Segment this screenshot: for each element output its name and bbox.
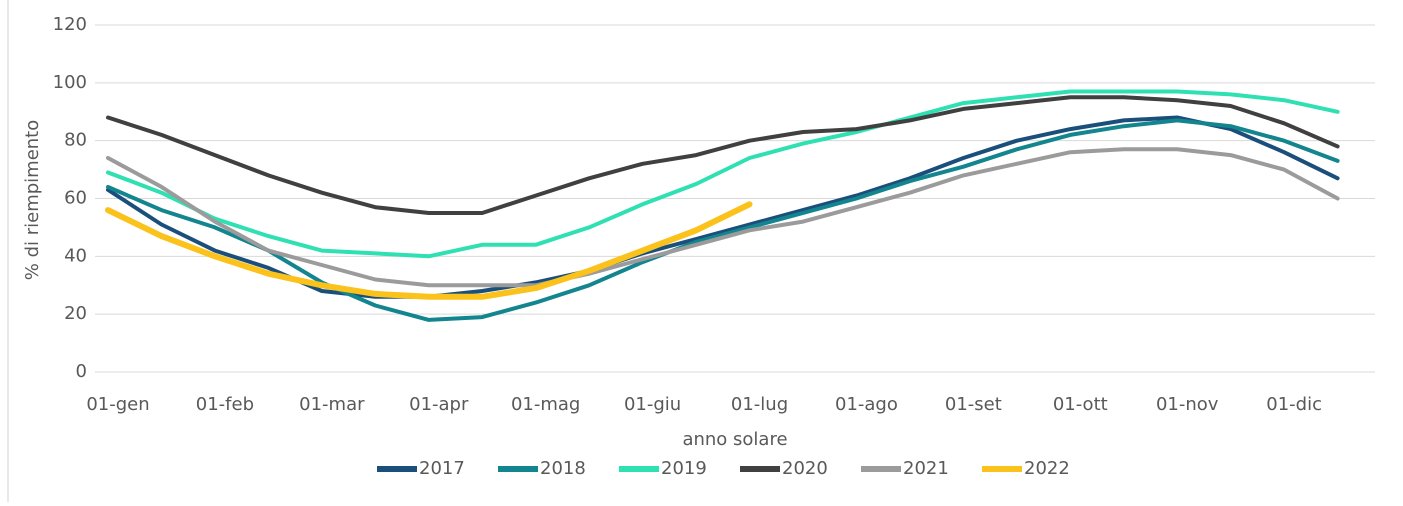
legend-label: 2022 xyxy=(1024,458,1070,479)
y-axis-label: % di riempimento xyxy=(22,120,43,281)
y-tick-label: 40 xyxy=(64,245,87,266)
legend-label: 2019 xyxy=(661,458,707,479)
x-tick-label: 01-mar xyxy=(299,394,365,415)
x-tick-label: 01-ago xyxy=(835,394,898,415)
x-tick-label: 01-set xyxy=(945,394,1002,415)
series-line xyxy=(106,115,1340,299)
series-line xyxy=(106,118,1340,322)
y-tick-label: 120 xyxy=(53,14,87,35)
series-line xyxy=(105,201,753,300)
legend-label: 2018 xyxy=(540,458,586,479)
series-line xyxy=(106,95,1340,215)
x-tick-label: 01-giu xyxy=(624,394,681,415)
legend-label: 2017 xyxy=(419,458,465,479)
legend-label: 2020 xyxy=(782,458,828,479)
y-tick-label: 80 xyxy=(64,130,87,151)
x-tick-label: 01-dic xyxy=(1266,394,1322,415)
x-tick-label: 01-lug xyxy=(731,394,788,415)
x-tick-label: 01-gen xyxy=(86,394,149,415)
series-line xyxy=(106,89,1340,259)
y-tick-label: 0 xyxy=(76,361,87,382)
x-tick-label: 01-ott xyxy=(1053,394,1108,415)
y-tick-label: 20 xyxy=(64,303,87,324)
x-tick-label: 01-mag xyxy=(511,394,580,415)
x-axis-label: anno solare xyxy=(682,429,787,450)
legend-label: 2021 xyxy=(903,458,949,479)
x-tick-label: 01-feb xyxy=(196,394,254,415)
x-tick-label: 01-nov xyxy=(1156,394,1219,415)
x-tick-label: 01-apr xyxy=(409,394,469,415)
y-tick-label: 60 xyxy=(64,188,87,209)
y-tick-label: 100 xyxy=(53,72,87,93)
series-line xyxy=(106,147,1340,288)
